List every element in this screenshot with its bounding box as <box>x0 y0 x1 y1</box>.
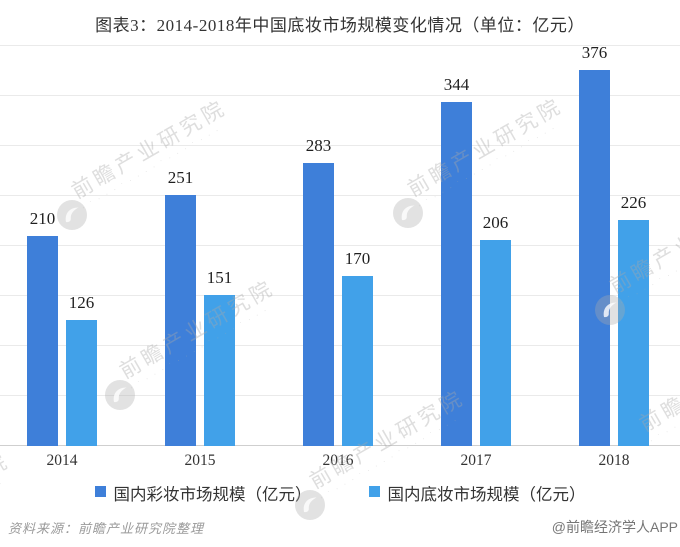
gridline <box>0 145 680 146</box>
x-axis-line <box>0 445 680 446</box>
bar-2015-series2 <box>204 295 235 446</box>
bar-value-label: 344 <box>443 75 470 94</box>
bar-value-label: 151 <box>206 268 233 287</box>
bar-value-label: 206 <box>482 213 509 232</box>
legend: 国内彩妆市场规模（亿元） 国内底妆市场规模（亿元） <box>0 481 680 505</box>
bar-2015-series1 <box>165 195 196 446</box>
bar-2017-series1 <box>441 102 472 446</box>
x-axis-labels: 2014 2015 2016 2017 2018 <box>0 452 680 474</box>
chart-title: 图表3：2014-2018年中国底妆市场规模变化情况（单位：亿元） <box>95 16 585 35</box>
legend-item-series2: 国内底妆市场规模（亿元） <box>368 481 586 505</box>
bar-2016-series2 <box>342 276 373 446</box>
plot-area: 210 126 251 151 283 170 344 206 376 226 <box>0 43 680 446</box>
gridline <box>0 295 680 296</box>
bar-2017-series2 <box>480 240 511 446</box>
legend-label-series2: 国内底妆市场规模（亿元） <box>387 485 586 504</box>
gridline <box>0 395 680 396</box>
bar-2018-series2 <box>618 220 649 446</box>
footer-credit: @前瞻经济学人APP <box>551 519 678 535</box>
bar-2014-series1 <box>27 236 58 446</box>
bar-value-label: 251 <box>167 168 194 187</box>
footer-source: 资料来源：前瞻产业研究院整理 <box>8 521 205 536</box>
bar-value-label: 210 <box>29 209 56 228</box>
gridline <box>0 95 680 96</box>
bar-2016-series1 <box>303 163 334 446</box>
gridline <box>0 245 680 246</box>
bar-value-label: 170 <box>344 249 371 268</box>
x-axis-label: 2014 <box>46 452 78 469</box>
gridline <box>0 45 680 46</box>
x-axis-label: 2017 <box>460 452 492 469</box>
gridline <box>0 195 680 196</box>
x-axis-label: 2015 <box>184 452 216 469</box>
bar-value-label: 283 <box>305 136 332 155</box>
gridline <box>0 345 680 346</box>
bar-2014-series2 <box>66 320 97 446</box>
bar-value-label: 126 <box>68 293 95 312</box>
legend-item-series1: 国内彩妆市场规模（亿元） <box>94 481 312 505</box>
bar-2018-series1 <box>579 70 610 446</box>
legend-label-series1: 国内彩妆市场规模（亿元） <box>113 485 312 504</box>
x-axis-label: 2016 <box>322 452 354 469</box>
bar-value-label: 376 <box>581 43 608 62</box>
bar-value-label: 226 <box>620 193 647 212</box>
legend-swatch-series2-icon <box>368 486 380 497</box>
x-axis-label: 2018 <box>598 452 630 469</box>
legend-swatch-series1-icon <box>94 486 106 497</box>
